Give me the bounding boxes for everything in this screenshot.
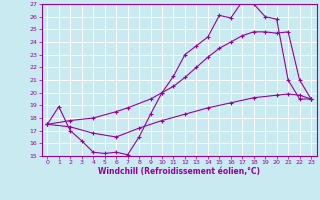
X-axis label: Windchill (Refroidissement éolien,°C): Windchill (Refroidissement éolien,°C): [98, 167, 260, 176]
